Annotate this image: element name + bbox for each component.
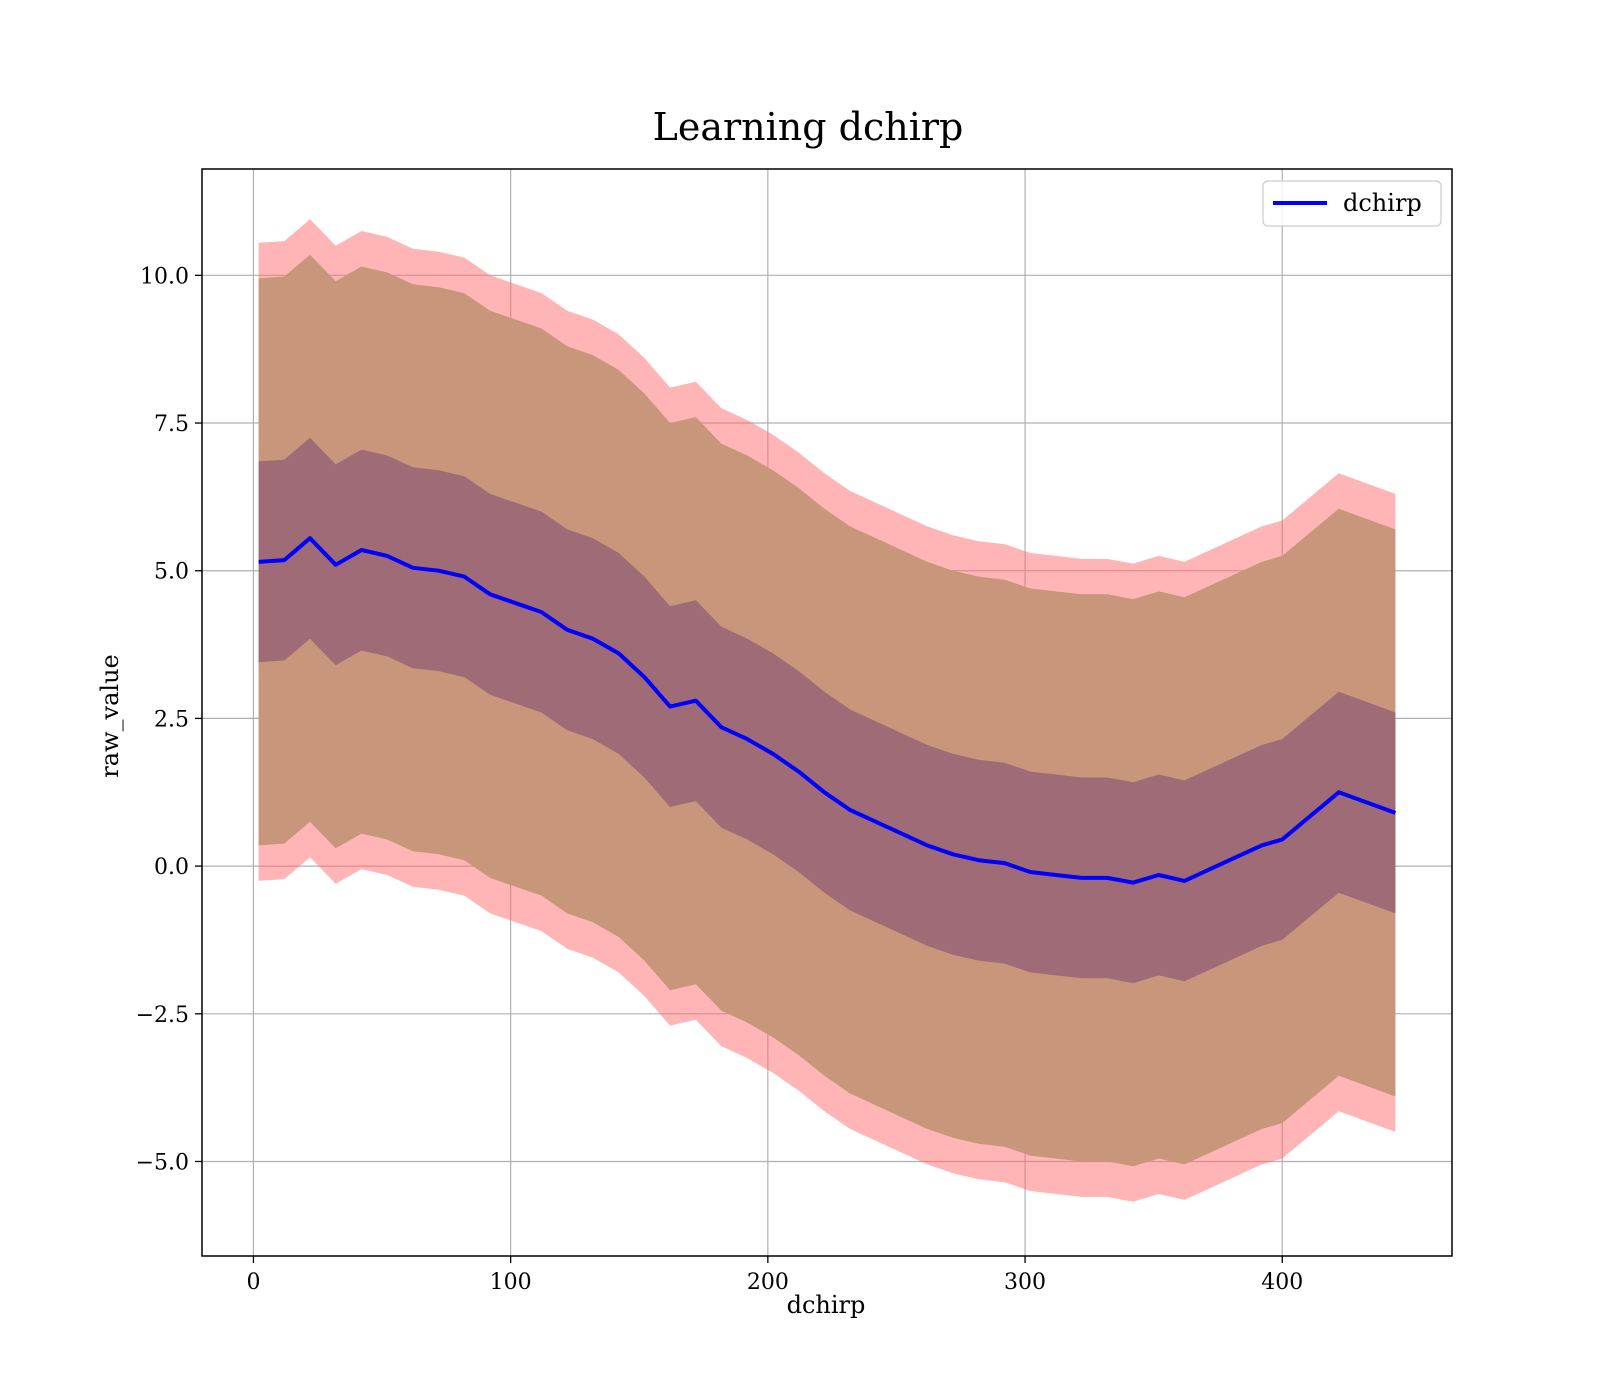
series-line-dchirp (258, 536, 1397, 885)
y-tick-label: 7.5 (154, 412, 189, 437)
axes-frame (201, 168, 1453, 1257)
plot-area: 0 100 200 300 400 −5.0 −2.5 0.0 2.5 5.0 7.5 10.0 (136, 168, 1453, 1295)
chart-title: Learning dchirp (653, 105, 964, 149)
y-tick-label: −2.5 (136, 1003, 189, 1028)
legend: dchirp (1262, 180, 1442, 227)
x-tick-label: 200 (747, 1270, 789, 1295)
y-tick-label: 10.0 (140, 264, 189, 289)
band-inner (258, 437, 1396, 984)
legend-box (1262, 180, 1442, 227)
y-tick-label: −5.0 (136, 1150, 189, 1175)
y-tick-label: 2.5 (154, 707, 189, 732)
y-tick-label: 0.0 (154, 855, 189, 880)
x-tick-label: 100 (490, 1270, 532, 1295)
x-tick-label: 400 (1261, 1270, 1303, 1295)
x-tick-label: 0 (246, 1270, 260, 1295)
y-tick-label: 5.0 (154, 560, 189, 585)
x-axis-label: dchirp (787, 1291, 866, 1319)
x-tick-label: 300 (1004, 1270, 1046, 1295)
y-axis-label: raw_value (96, 654, 124, 778)
legend-label-dchirp: dchirp (1343, 189, 1422, 217)
